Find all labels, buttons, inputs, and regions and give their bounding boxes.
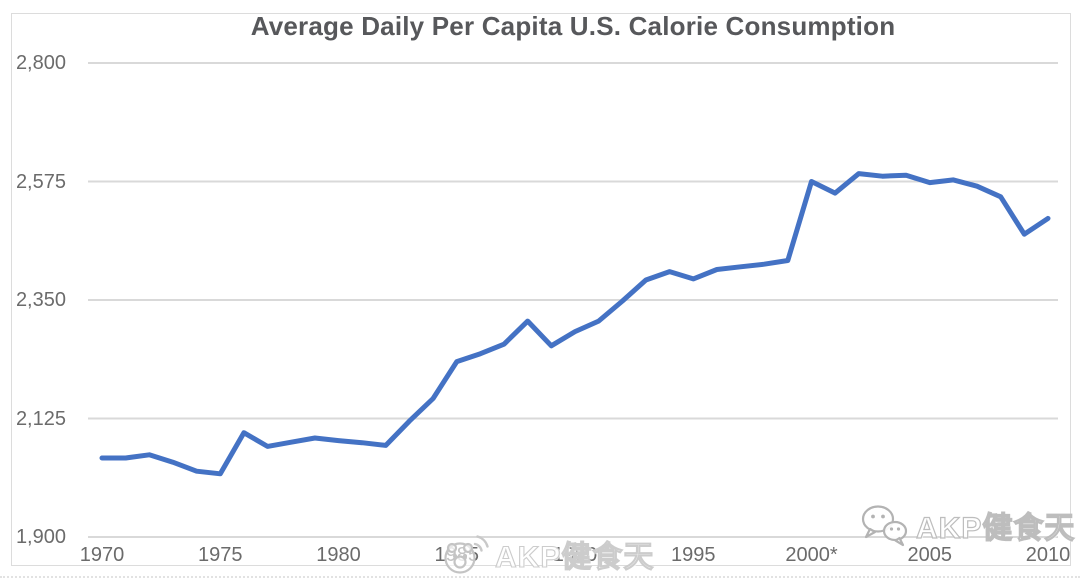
calorie-consumption-line bbox=[99, 171, 1051, 477]
x-axis-tick-label: 1995 bbox=[671, 544, 716, 566]
x-axis-tick-label: 2005 bbox=[907, 544, 953, 566]
x-axis-tick-label: 2010 bbox=[1025, 544, 1071, 566]
x-axis-tick-label: 2000* bbox=[785, 544, 838, 566]
y-axis-tick-label: 2,125 bbox=[15, 407, 66, 430]
x-axis-tick-label: 1975 bbox=[198, 544, 243, 566]
x-axis-tick-label: 1980 bbox=[316, 544, 361, 566]
y-axis-tick-label: 2,575 bbox=[15, 170, 66, 193]
x-axis-tick-label: 1990 bbox=[552, 544, 598, 566]
y-axis-tick-label: 2,350 bbox=[15, 289, 66, 311]
x-axis-tick-label: 1970 bbox=[79, 544, 125, 566]
chart-title: Average Daily Per Capita U.S. Calorie Co… bbox=[250, 11, 896, 41]
chart-frame bbox=[11, 13, 1071, 566]
bottom-dotted-divider bbox=[0, 576, 1080, 578]
y-axis-tick-label: 2,800 bbox=[15, 52, 66, 74]
x-axis-tick-label: 1985 bbox=[434, 544, 480, 566]
y-axis-tick-label: 1,900 bbox=[15, 526, 66, 548]
